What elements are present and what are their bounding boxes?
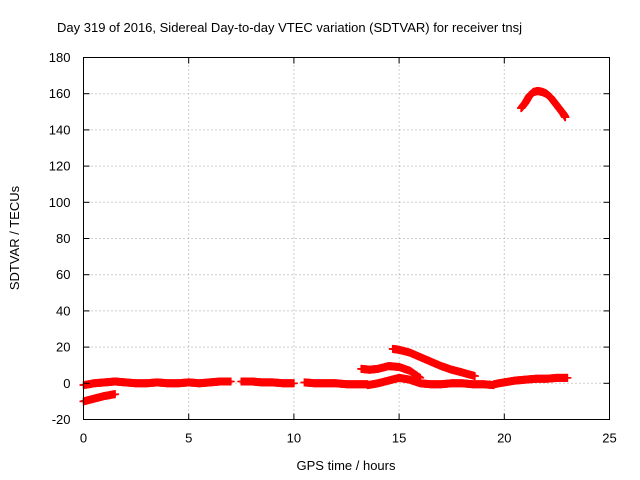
y-tick-label: 80 [56,231,70,246]
data-point [470,372,479,381]
data-point [226,377,235,386]
data-point [563,373,572,382]
series-arc-baseline-19.5-23 [489,373,572,389]
data-point [111,390,120,399]
series-arc-bump-13.2-16 [357,362,425,382]
series-arc-peak-20.8-22.9 [517,86,570,122]
series-arc-baseline-0-7 [79,377,235,390]
y-tick-label: -20 [52,412,71,427]
y-tick-label: 0 [63,376,70,391]
y-tick-label: 120 [49,159,71,174]
x-tick-label: 15 [392,431,406,446]
x-tick-label: 10 [287,431,301,446]
y-tick-label: 100 [49,195,71,210]
series-arc-baseline-10.5-13.5 [300,378,372,389]
series-arc-low-0-1.5 [79,390,120,406]
y-tick-label: 20 [56,340,70,355]
axis-ticks: 0 5 10 15 20 25 -20 0 20 40 60 80 100 120 140 160 180 [49,50,617,446]
series-arc-decay-14.7-18.6 [388,344,479,381]
y-tick-label: 140 [49,122,71,137]
x-tick-label: 5 [185,431,192,446]
plot-frame [83,57,610,420]
y-tick-label: 180 [49,50,71,65]
x-axis-label: GPS time / hours [297,458,396,473]
y-tick-label: 40 [56,303,70,318]
series-arc-baseline-7.5-10 [237,377,298,388]
grid-lines [83,57,610,420]
y-axis-label: SDTVAR / TECUs [7,185,22,290]
x-tick-label: 25 [602,431,616,446]
chart-title: Day 319 of 2016, Sidereal Day-to-day VTE… [57,20,522,35]
x-tick-label: 20 [497,431,511,446]
y-tick-label: 160 [49,86,71,101]
series-arc-rise-13.5-19.5 [363,373,498,390]
data-point [289,379,298,388]
y-tick-label: 60 [56,267,70,282]
x-tick-label: 0 [80,431,87,446]
data-points [79,86,572,406]
data-point [561,113,570,122]
